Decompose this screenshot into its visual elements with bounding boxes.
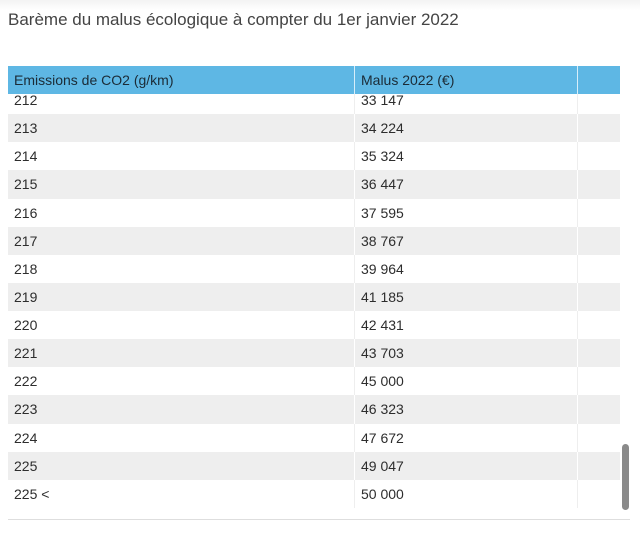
malus-table: Emissions de CO2 (g/km) Malus 2022 (€) 2… (8, 66, 620, 510)
table-row: 213 34 224 (8, 114, 620, 143)
malus-cell: 45 000 (354, 367, 577, 396)
emissions-cell: 213 (14, 120, 38, 137)
malus-cell: 50 000 (354, 479, 577, 508)
malus-cell: 38 767 (354, 226, 577, 255)
extra-cell (577, 282, 620, 311)
table-row: 224 47 672 (8, 423, 620, 452)
malus-cell: 37 595 (354, 198, 577, 227)
extra-cell (577, 311, 620, 340)
extra-cell (577, 479, 620, 508)
header-malus[interactable]: Malus 2022 (€) (354, 66, 577, 94)
table-body: 212 33 147 213 34 224 214 35 324 215 36 … (8, 94, 620, 508)
extra-cell (577, 367, 620, 396)
table-row: 214 35 324 (8, 142, 620, 171)
emissions-cell: 217 (14, 232, 38, 249)
emissions-cell: 225 (14, 457, 38, 474)
table-row: 212 33 147 (8, 94, 620, 115)
malus-cell: 42 431 (354, 311, 577, 340)
table-scrollbar[interactable] (620, 94, 632, 510)
emissions-cell: 215 (14, 176, 38, 193)
emissions-cell: 225 < (14, 485, 50, 502)
malus-cell: 33 147 (354, 94, 577, 115)
table-row: 216 37 595 (8, 198, 620, 227)
extra-cell (577, 395, 620, 424)
emissions-cell: 224 (14, 429, 38, 446)
table-row: 225 < 50 000 (8, 479, 620, 508)
malus-cell: 39 964 (354, 254, 577, 283)
malus-cell: 43 703 (354, 339, 577, 368)
extra-cell (577, 226, 620, 255)
scrollbar-thumb[interactable] (622, 444, 629, 510)
malus-cell: 49 047 (354, 451, 577, 480)
table-row: 215 36 447 (8, 170, 620, 199)
table-row: 217 38 767 (8, 226, 620, 255)
table-row: 223 46 323 (8, 395, 620, 424)
malus-cell: 35 324 (354, 142, 577, 171)
header-emissions[interactable]: Emissions de CO2 (g/km) (14, 72, 174, 88)
page-title: Barème du malus écologique à compter du … (8, 10, 459, 29)
emissions-cell: 219 (14, 288, 38, 305)
extra-cell (577, 94, 620, 115)
table-header-row: Emissions de CO2 (g/km) Malus 2022 (€) (8, 66, 620, 94)
table-row: 222 45 000 (8, 367, 620, 396)
emissions-cell: 220 (14, 317, 38, 334)
extra-cell (577, 254, 620, 283)
table-row: 225 49 047 (8, 451, 620, 480)
malus-cell: 46 323 (354, 395, 577, 424)
table-row: 218 39 964 (8, 254, 620, 283)
table-row: 220 42 431 (8, 311, 620, 340)
emissions-cell: 221 (14, 345, 38, 362)
header-extra (577, 66, 620, 94)
extra-cell (577, 198, 620, 227)
emissions-cell: 223 (14, 401, 38, 418)
extra-cell (577, 339, 620, 368)
extra-cell (577, 114, 620, 143)
emissions-cell: 218 (14, 260, 38, 277)
malus-cell: 47 672 (354, 423, 577, 452)
malus-cell: 34 224 (354, 114, 577, 143)
table-body-viewport[interactable]: 212 33 147 213 34 224 214 35 324 215 36 … (8, 94, 620, 510)
bottom-divider (8, 519, 630, 520)
top-bar (0, 0, 640, 10)
table-row: 219 41 185 (8, 282, 620, 311)
emissions-cell: 214 (14, 148, 38, 165)
extra-cell (577, 451, 620, 480)
extra-cell (577, 170, 620, 199)
malus-cell: 41 185 (354, 282, 577, 311)
extra-cell (577, 142, 620, 171)
emissions-cell: 212 (14, 94, 38, 109)
table-row: 221 43 703 (8, 339, 620, 368)
emissions-cell: 216 (14, 204, 38, 221)
malus-cell: 36 447 (354, 170, 577, 199)
emissions-cell: 222 (14, 373, 38, 390)
extra-cell (577, 423, 620, 452)
